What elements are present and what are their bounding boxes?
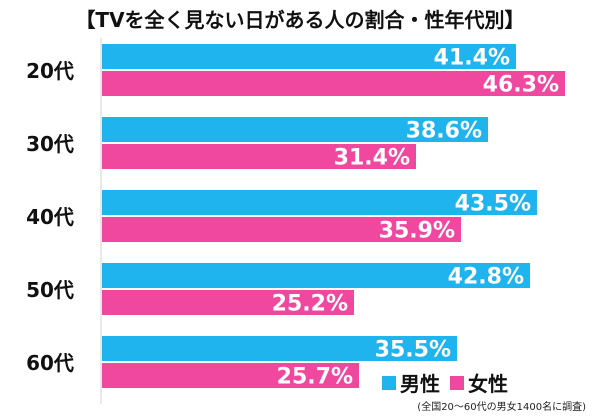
bar-female-30s	[102, 144, 416, 169]
bar-male-60s	[102, 336, 457, 361]
legend-swatch-male	[382, 375, 396, 390]
category-label: 20代	[26, 59, 74, 83]
bar-female-20s	[102, 71, 565, 96]
bar-male-20s	[102, 44, 516, 69]
data-label: 38.6%	[406, 119, 482, 144]
legend-item-female: 女性	[450, 368, 508, 397]
bar-female-40s	[102, 217, 461, 242]
bar-female-50s	[102, 290, 354, 315]
chart-title: 【TVを全く見ない日がある人の割合・性年代別】	[75, 8, 525, 32]
bar-male-40s	[102, 190, 537, 215]
bar-female-60s	[102, 363, 359, 388]
data-label: 41.4%	[434, 46, 510, 71]
category-label: 40代	[26, 205, 74, 229]
category-label: 50代	[26, 278, 74, 302]
data-label: 25.2%	[272, 292, 348, 317]
bar-male-30s	[102, 117, 488, 142]
category-label: 30代	[26, 132, 74, 156]
data-label: 25.7%	[277, 365, 353, 390]
legend-swatch-female	[450, 375, 464, 390]
legend: 男性 女性	[382, 368, 518, 397]
bar-male-50s	[102, 263, 530, 288]
legend-item-male: 男性	[382, 368, 440, 397]
legend-label-male: 男性	[400, 372, 440, 396]
data-label: 46.3%	[483, 73, 559, 98]
data-label: 43.5%	[455, 192, 531, 217]
legend-label-female: 女性	[468, 372, 508, 396]
data-label: 42.8%	[448, 265, 524, 290]
data-label: 35.5%	[375, 338, 451, 363]
survey-note: (全国20〜60代の男女1400名に調査)	[417, 402, 586, 413]
data-label: 31.4%	[334, 146, 410, 171]
data-label: 35.9%	[379, 219, 455, 244]
category-label: 60代	[26, 351, 74, 375]
